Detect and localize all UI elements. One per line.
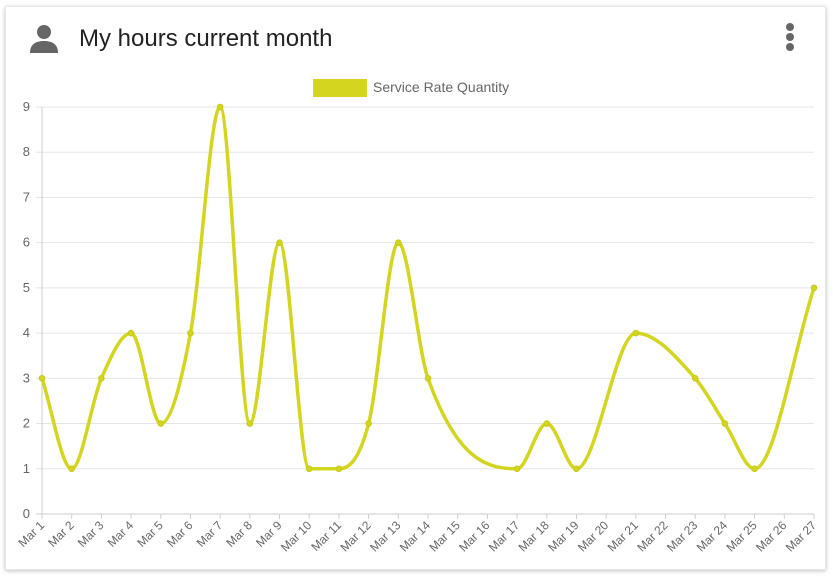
x-tick-label: Mar 7 <box>194 518 226 550</box>
x-tick-label: Mar 1 <box>16 518 48 550</box>
card-header: My hours current month <box>6 7 825 67</box>
x-tick-label: Mar 13 <box>367 518 404 555</box>
data-point <box>187 329 194 337</box>
card-title: My hours current month <box>79 25 333 52</box>
data-point <box>68 465 75 473</box>
y-tick-label: 0 <box>23 506 30 521</box>
x-tick-label: Mar 19 <box>545 518 582 555</box>
x-tick-label: Mar 15 <box>426 518 463 555</box>
data-point <box>573 465 580 473</box>
x-tick-label: Mar 25 <box>723 518 760 555</box>
data-point <box>721 420 729 427</box>
data-point <box>810 284 818 292</box>
data-point <box>246 420 254 427</box>
data-point <box>98 375 105 382</box>
x-tick-label: Mar 8 <box>223 518 255 550</box>
legend-swatch <box>313 79 367 97</box>
x-tick-label: Mar 12 <box>337 518 374 555</box>
x-tick-label: Mar 27 <box>783 518 820 555</box>
data-point <box>335 465 343 473</box>
y-tick-label: 8 <box>23 144 30 159</box>
data-point <box>276 239 283 246</box>
x-tick-label: Mar 11 <box>308 518 344 554</box>
legend-label: Service Rate Quantity <box>373 79 509 95</box>
x-tick-label: Mar 3 <box>75 518 107 550</box>
data-point <box>632 329 640 337</box>
x-tick-label: Mar 17 <box>486 518 523 555</box>
y-tick-label: 3 <box>23 370 30 385</box>
data-point <box>424 375 432 382</box>
more-vertical-icon[interactable] <box>776 21 804 55</box>
data-point <box>38 375 46 382</box>
x-tick-label: Mar 14 <box>397 518 434 555</box>
x-tick-label: Mar 5 <box>134 518 166 550</box>
y-tick-label: 1 <box>23 461 30 476</box>
x-tick-label: Mar 24 <box>694 518 731 555</box>
data-point <box>513 465 521 473</box>
x-tick-label: Mar 4 <box>105 518 137 550</box>
data-point <box>216 103 224 111</box>
x-tick-label: Mar 16 <box>456 518 493 555</box>
y-tick-label: 7 <box>23 189 30 204</box>
y-tick-label: 9 <box>23 99 30 114</box>
x-tick-label: Mar 26 <box>753 518 790 555</box>
user-icon <box>30 25 58 53</box>
y-tick-label: 5 <box>23 280 30 295</box>
y-tick-label: 6 <box>23 235 30 250</box>
data-point <box>691 375 699 382</box>
data-point <box>127 329 135 337</box>
data-point <box>395 239 402 246</box>
x-tick-label: Mar 2 <box>45 518 77 550</box>
x-tick-label: Mar 6 <box>164 518 196 550</box>
y-tick-label: 2 <box>23 416 30 431</box>
data-point <box>365 420 372 427</box>
data-point <box>751 465 758 473</box>
data-point <box>157 420 165 427</box>
x-tick-label: Mar 20 <box>575 518 612 555</box>
x-tick-label: Mar 21 <box>605 518 642 555</box>
data-point <box>543 420 551 427</box>
x-tick-label: Mar 10 <box>278 518 315 555</box>
x-tick-label: Mar 22 <box>634 518 671 555</box>
y-tick-label: 4 <box>23 325 30 340</box>
data-point <box>305 465 313 473</box>
x-tick-label: Mar 23 <box>664 518 701 555</box>
x-tick-label: Mar 18 <box>516 518 553 555</box>
